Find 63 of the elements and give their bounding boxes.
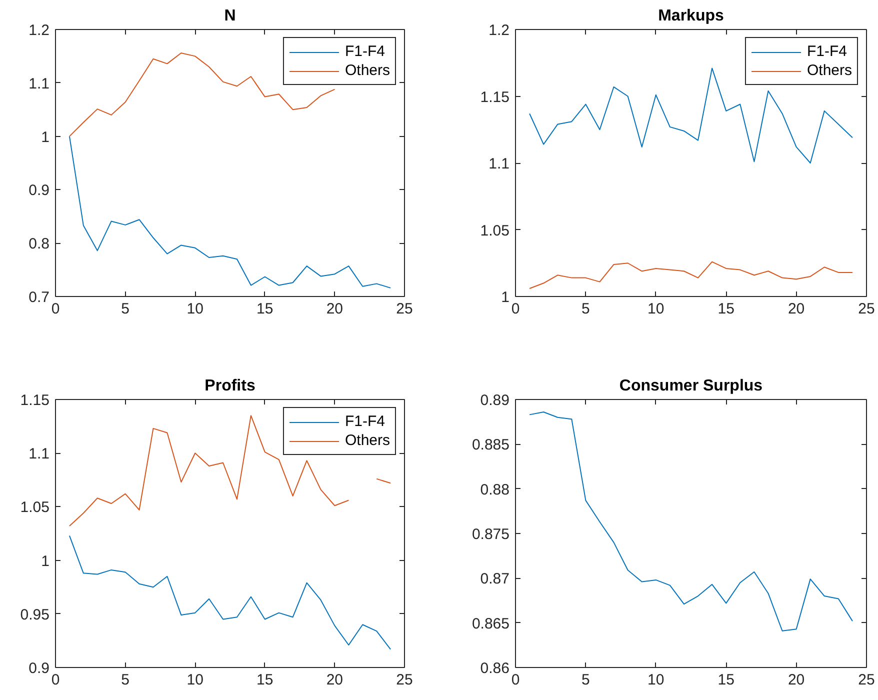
x-tick-label: 25 [396,672,413,688]
x-tick-label: 5 [582,672,590,688]
y-tick-label: 0.88 [480,481,510,498]
x-tick-label: 20 [326,300,344,318]
chart-title: Profits [204,378,256,394]
y-tick-label: 1 [41,552,50,570]
x-tick-label: 15 [256,300,274,318]
y-tick-label: 0.95 [20,606,50,624]
x-tick-label: 10 [186,300,204,318]
x-tick-label: 10 [648,300,664,318]
x-tick-label: 5 [582,300,590,318]
x-tick-label: 10 [186,672,204,688]
line-series [68,52,336,137]
x-tick-label: 15 [718,672,734,688]
y-tick-label: 1.1 [488,156,510,172]
x-tick-label: 0 [511,300,520,318]
chart-title: Consumer Surplus [619,378,763,394]
legend-label: Others [344,62,390,79]
y-tick-label: 0.8 [28,236,50,253]
x-tick-label: 25 [396,300,413,318]
x-tick-label: 5 [121,300,130,318]
x-tick-label: 20 [788,300,805,318]
y-tick-label: 1 [501,289,510,306]
y-tick-label: 1 [41,128,50,146]
y-tick-label: 0.875 [472,526,510,543]
line-series [529,261,853,289]
y-tick-label: 1.05 [480,222,510,240]
legend-label: Others [344,432,390,449]
chart-title: N [224,8,236,24]
x-tick-label: 0 [51,672,60,688]
y-tick-label: 1.05 [20,499,50,516]
y-tick-label: 1.2 [488,22,510,39]
y-tick-label: 0.865 [472,615,510,632]
x-tick-label: 25 [858,300,875,318]
y-tick-label: 0.86 [480,660,510,677]
y-tick-label: 0.7 [28,289,50,306]
y-tick-label: 0.87 [480,570,510,588]
y-tick-label: 1.1 [28,75,50,92]
y-tick-label: 1.2 [28,22,50,39]
x-tick-label: 5 [121,672,130,688]
x-tick-label: 25 [858,672,875,688]
line-series [68,136,392,288]
y-tick-label: 0.885 [472,436,510,454]
x-tick-label: 15 [256,672,274,688]
x-tick-label: 20 [788,672,805,688]
line-series [68,535,392,650]
y-tick-label: 1.15 [480,88,510,106]
x-tick-label: 15 [718,300,734,318]
y-tick-label: 0.89 [480,392,510,409]
y-tick-label: 1.15 [20,392,50,409]
legend-label: Others [806,62,852,79]
legend-label: F1-F4 [344,43,385,60]
y-tick-label: 1.1 [28,446,50,463]
legend-label: F1-F4 [344,413,385,430]
x-tick-label: 20 [326,672,344,688]
x-tick-label: 10 [648,672,664,688]
chart-title: Markups [658,8,724,24]
legend-label: F1-F4 [806,43,847,60]
line-series [529,412,853,632]
y-tick-label: 0.9 [28,660,50,677]
y-tick-label: 0.9 [28,182,50,200]
x-tick-label: 0 [51,300,60,318]
x-tick-label: 0 [511,672,520,688]
